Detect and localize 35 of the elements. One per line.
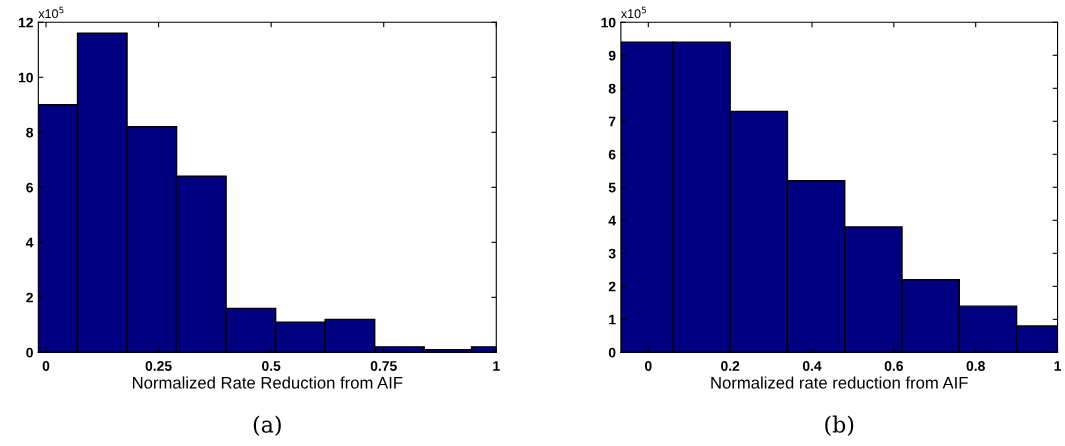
- y-tick-label: 6: [26, 182, 33, 193]
- x-tick-label: 0.25: [145, 361, 172, 371]
- y-tick-label: 12: [18, 17, 33, 28]
- y-tick-label: 2: [608, 281, 616, 292]
- x-tick-label: 0.8: [966, 361, 985, 371]
- y-tick-label: 8: [608, 83, 616, 94]
- y-tick-label: 4: [608, 215, 616, 226]
- x-axis-title: Normalized Rate Reduction from AIF: [132, 376, 403, 389]
- y-tick-label: 3: [608, 248, 616, 259]
- y-tick-label: 2: [26, 292, 33, 303]
- y-tick-label: 8: [26, 127, 34, 138]
- text: x10$^{5}$: [38, 6, 64, 19]
- y-tick-label: 0: [608, 347, 616, 358]
- x-tick-label: 0.2: [721, 361, 740, 371]
- x-tick-label: 0: [645, 361, 652, 371]
- y-tick-label: 4: [25, 237, 34, 248]
- x-tick-label: 1: [493, 361, 500, 371]
- y-tick-label: 10: [601, 17, 616, 28]
- text: (a): [253, 415, 281, 436]
- x-tick-label: 0: [42, 361, 50, 371]
- y-tick-label: 6: [608, 149, 616, 160]
- y-tick-label: 7: [608, 116, 616, 127]
- x-tick-label: 0.5: [262, 361, 281, 371]
- text: x10$^{5}$: [621, 6, 646, 19]
- y-tick-label: 5: [608, 182, 616, 193]
- y-tick-label: 0: [26, 347, 33, 358]
- x-axis-title: Normalized rate reduction from AIF: [711, 376, 968, 389]
- x-tick-label: 0.75: [370, 361, 397, 371]
- x-tick-label: 1: [1054, 361, 1062, 371]
- y-tick-label: 1: [609, 314, 616, 325]
- text: (b): [825, 415, 854, 436]
- x-tick-label: 0.4: [802, 361, 822, 371]
- y-tick-label: 10: [18, 72, 33, 83]
- y-tick-label: 9: [608, 50, 616, 61]
- x-tick-label: 0.6: [884, 361, 904, 371]
